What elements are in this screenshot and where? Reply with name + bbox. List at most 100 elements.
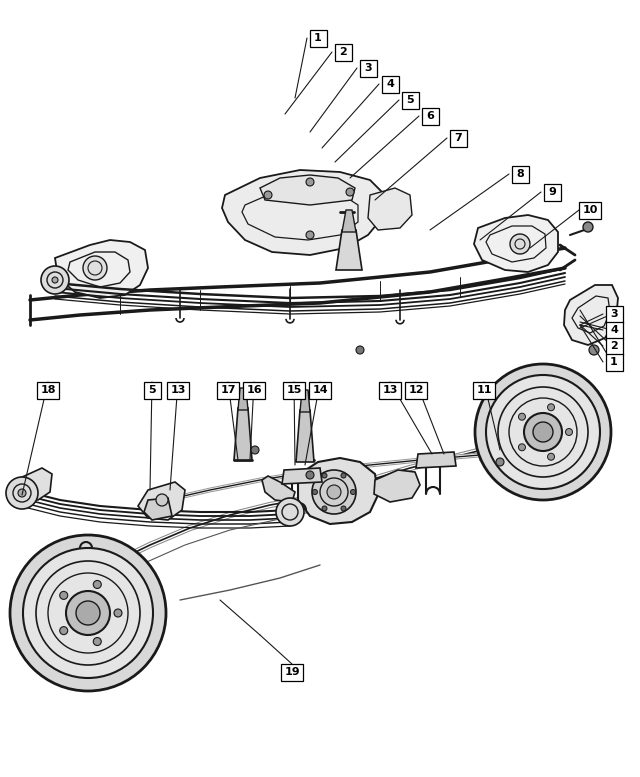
Circle shape — [18, 489, 26, 497]
Circle shape — [322, 506, 327, 511]
Text: 15: 15 — [286, 385, 301, 395]
Text: 6: 6 — [426, 111, 434, 121]
Text: 18: 18 — [40, 385, 56, 395]
Polygon shape — [20, 468, 52, 500]
Text: 5: 5 — [148, 385, 156, 395]
Circle shape — [327, 485, 341, 499]
Text: 14: 14 — [312, 385, 328, 395]
Bar — [167, 382, 189, 399]
Text: 8: 8 — [516, 169, 524, 179]
Bar — [401, 92, 419, 109]
Bar — [281, 664, 303, 681]
Circle shape — [351, 490, 355, 494]
Circle shape — [589, 345, 599, 355]
Text: 13: 13 — [170, 385, 186, 395]
Circle shape — [475, 364, 611, 500]
Circle shape — [416, 391, 424, 399]
Text: 19: 19 — [284, 667, 300, 677]
Circle shape — [356, 346, 364, 354]
Text: 3: 3 — [364, 63, 372, 73]
Text: 4: 4 — [386, 79, 394, 89]
Circle shape — [52, 277, 58, 283]
Bar — [473, 382, 495, 399]
Circle shape — [83, 256, 107, 280]
Circle shape — [306, 231, 314, 239]
Polygon shape — [296, 410, 314, 462]
Circle shape — [251, 446, 259, 454]
Circle shape — [93, 638, 101, 646]
Circle shape — [518, 444, 525, 451]
Text: 17: 17 — [220, 385, 236, 395]
Text: 1: 1 — [610, 357, 618, 367]
Polygon shape — [262, 476, 295, 502]
Circle shape — [510, 234, 530, 254]
Polygon shape — [564, 285, 618, 345]
Polygon shape — [238, 388, 248, 410]
Text: 3: 3 — [610, 309, 618, 319]
Text: 2: 2 — [339, 47, 347, 57]
Circle shape — [93, 580, 101, 588]
Text: 4: 4 — [610, 325, 618, 335]
Bar — [543, 183, 561, 200]
Circle shape — [23, 548, 153, 678]
Bar — [449, 130, 467, 147]
Bar — [579, 201, 601, 218]
Polygon shape — [234, 408, 252, 460]
Bar — [335, 44, 351, 61]
Polygon shape — [298, 458, 378, 524]
Polygon shape — [416, 452, 456, 468]
Polygon shape — [260, 175, 355, 205]
Circle shape — [524, 413, 562, 451]
Circle shape — [114, 609, 122, 617]
Polygon shape — [374, 470, 420, 502]
Circle shape — [496, 458, 504, 466]
Polygon shape — [138, 482, 185, 520]
Polygon shape — [342, 210, 356, 232]
Text: 16: 16 — [246, 385, 262, 395]
Circle shape — [76, 601, 100, 625]
Circle shape — [276, 498, 304, 526]
Circle shape — [41, 266, 69, 294]
Circle shape — [341, 473, 346, 478]
Circle shape — [533, 422, 553, 442]
Polygon shape — [282, 468, 322, 484]
Bar — [381, 75, 399, 92]
Polygon shape — [336, 230, 362, 270]
Bar — [422, 107, 438, 124]
Bar — [283, 382, 305, 399]
Circle shape — [312, 470, 356, 514]
Circle shape — [548, 404, 554, 411]
Circle shape — [322, 473, 327, 478]
Text: 2: 2 — [610, 341, 618, 351]
Circle shape — [583, 222, 593, 232]
Text: 10: 10 — [582, 205, 598, 215]
Bar — [379, 382, 401, 399]
Text: 12: 12 — [408, 385, 424, 395]
Bar — [309, 382, 331, 399]
Bar — [605, 305, 623, 322]
Bar — [605, 354, 623, 371]
Circle shape — [6, 477, 38, 509]
Text: 5: 5 — [406, 95, 414, 105]
Circle shape — [486, 375, 600, 489]
Circle shape — [548, 453, 554, 460]
Circle shape — [566, 428, 573, 435]
Bar — [37, 382, 59, 399]
Bar — [605, 322, 623, 339]
Circle shape — [156, 494, 168, 506]
Circle shape — [518, 413, 525, 420]
Text: 11: 11 — [476, 385, 492, 395]
Circle shape — [60, 626, 68, 635]
Polygon shape — [144, 498, 172, 520]
Bar — [310, 30, 326, 47]
Bar — [605, 337, 623, 354]
Bar — [217, 382, 239, 399]
Bar — [143, 382, 161, 399]
Text: 1: 1 — [314, 33, 322, 43]
Polygon shape — [474, 215, 558, 272]
Circle shape — [264, 191, 272, 199]
Circle shape — [341, 506, 346, 511]
Circle shape — [312, 490, 317, 494]
Text: 13: 13 — [382, 385, 397, 395]
Bar — [511, 166, 529, 183]
